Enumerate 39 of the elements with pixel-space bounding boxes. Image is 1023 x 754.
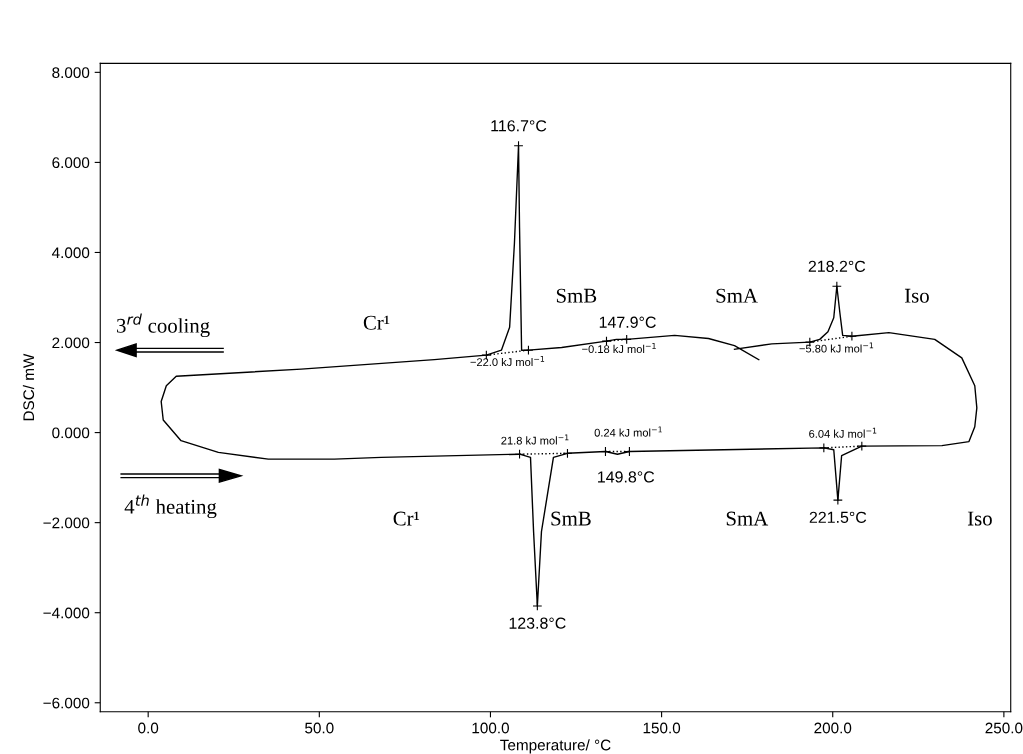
annotation: −5.80 kJ mol$^{−1}$ [799,342,874,353]
x-tick-label: 200.0 [814,722,852,734]
annotation: Iso [904,288,929,303]
y-axis-title: DSC/ mW [22,353,35,421]
x-tick-label: 100.0 [472,722,509,734]
y-tick-label: 6.000 [52,157,90,169]
annotation: 221.5°C [809,511,867,523]
y-tick-label: −4.000 [43,607,90,619]
annotation: 116.7°C [491,120,547,132]
annotation: Cr¹ [363,315,390,330]
annotation: Iso [967,511,992,526]
x-tick-label: 250.0 [985,722,1023,734]
y-tick-label: 2.000 [52,337,90,349]
annotation: 21.8 kJ mol$^{−1}$ [501,434,569,445]
x-tick-label: 150.0 [643,722,681,734]
annotation: −0.18 kJ mol$^{−1}$ [582,342,656,354]
annotation: 3$^{rd}$ cooling [117,313,210,338]
y-tick-label: 0.000 [52,427,90,439]
annotation: Cr¹ [393,511,420,526]
annotation: SmB [551,511,591,526]
y-tick-label: 8.000 [52,67,90,79]
annotation: −22.0 kJ mol$^{−1}$ [470,356,545,367]
x-axis-title: Temperature/ °C [500,739,611,754]
x-tick-label: 50.0 [305,722,334,734]
annotation: 147.9°C [599,316,656,328]
annotation: SmA [726,511,769,526]
annotation: 123.8°C [509,617,566,629]
point [532,601,543,611]
annotation: 0.24 kJ mol$^{−1}$ [594,426,662,437]
annotation: 218.2°C [808,260,866,272]
annotation: SmA [716,288,758,303]
y-tick-label: 4.000 [51,247,90,259]
annotation: 4$^{th}$ heating [124,494,217,519]
y-tick-label: −2.000 [43,517,90,529]
annotation: 6.04 kJ mol$^{−1}$ [809,427,877,438]
annotation: SmB [556,288,597,303]
x-tick-label: 0.0 [138,722,159,734]
y-tick-label: −6.000 [43,697,90,709]
annotation: 149.8°C [598,471,655,483]
